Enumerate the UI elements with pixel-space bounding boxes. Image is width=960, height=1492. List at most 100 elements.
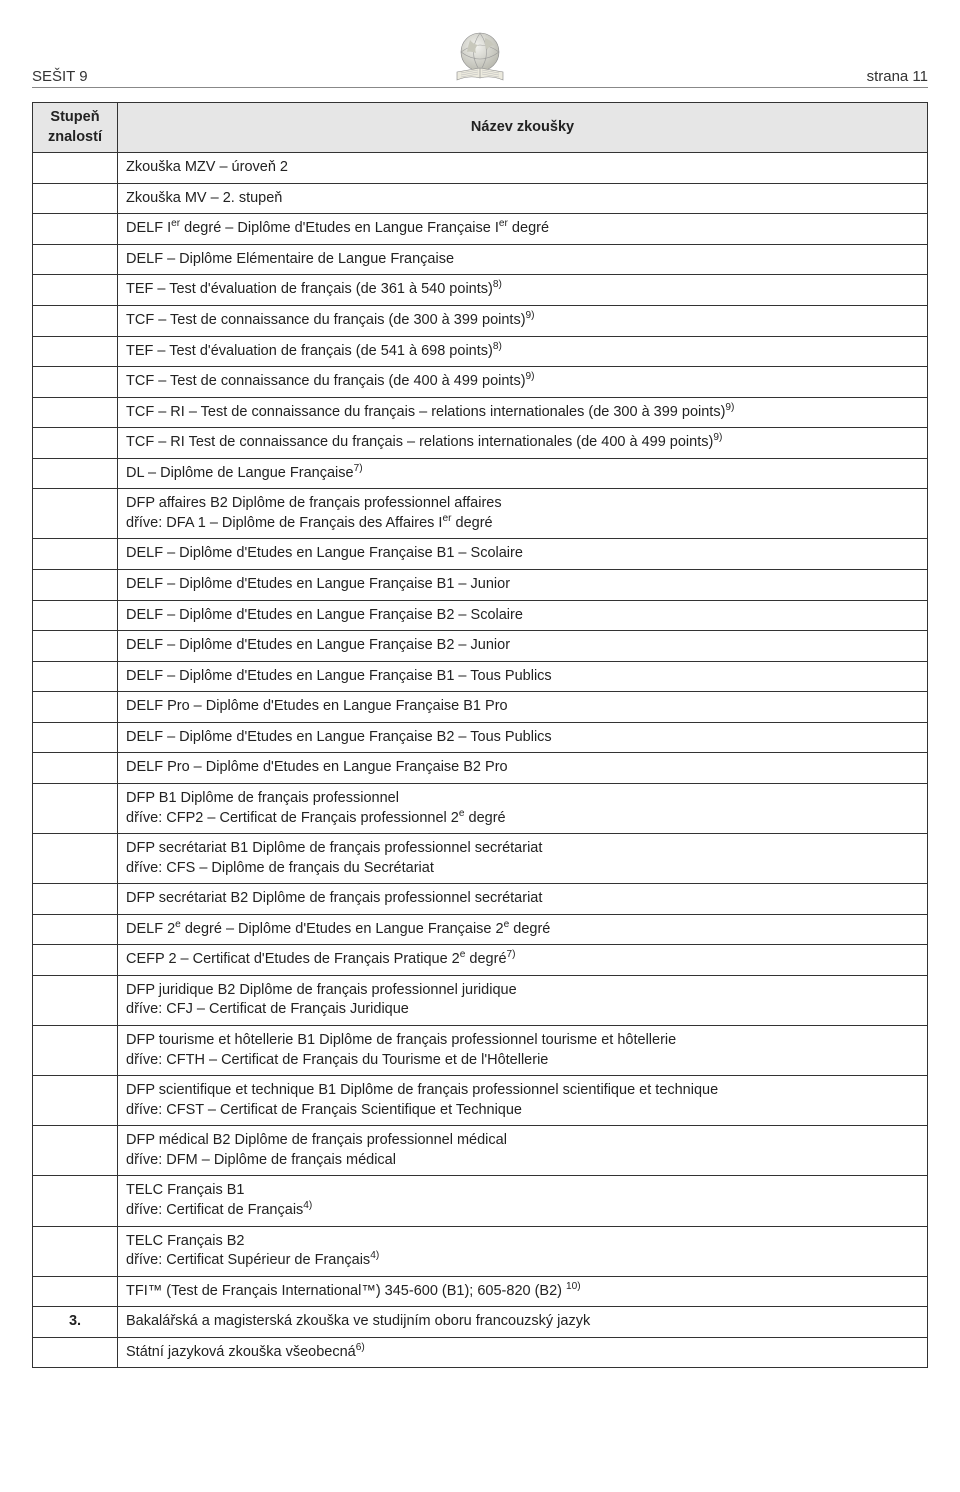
table-row: DFP affaires B2 Diplôme de français prof… — [33, 489, 928, 539]
table-row: TCF – RI – Test de connaissance du franç… — [33, 397, 928, 428]
col-header-level: Stupeň znalostí — [33, 103, 118, 153]
table-row: 3.Bakalářská a magisterská zkouška ve st… — [33, 1307, 928, 1338]
exam-name-cell: TCF – RI – Test de connaissance du franç… — [118, 397, 928, 428]
exam-name-cell: TELC Français B2dříve: Certificat Supéri… — [118, 1226, 928, 1276]
level-cell — [33, 367, 118, 398]
exam-name-cell: DELF – Diplôme Elémentaire de Langue Fra… — [118, 244, 928, 275]
level-cell — [33, 1176, 118, 1226]
level-cell — [33, 914, 118, 945]
table-row: DFP secrétariat B1 Diplôme de français p… — [33, 834, 928, 884]
exam-name-cell: Bakalářská a magisterská zkouška ve stud… — [118, 1307, 928, 1338]
exam-name-cell: DELF Ier degré – Diplôme d'Etudes en Lan… — [118, 214, 928, 245]
table-row: DELF – Diplôme Elémentaire de Langue Fra… — [33, 244, 928, 275]
table-row: Zkouška MZV – úroveň 2 — [33, 153, 928, 184]
table-row: DELF – Diplôme d'Etudes en Langue França… — [33, 722, 928, 753]
table-row: DELF Pro – Diplôme d'Etudes en Langue Fr… — [33, 692, 928, 723]
table-row: DELF – Diplôme d'Etudes en Langue França… — [33, 570, 928, 601]
exam-name-cell: DFP secrétariat B1 Diplôme de français p… — [118, 834, 928, 884]
level-cell — [33, 1026, 118, 1076]
level-cell — [33, 275, 118, 306]
table-row: DFP scientifique et technique B1 Diplôme… — [33, 1076, 928, 1126]
level-cell — [33, 428, 118, 459]
level-cell — [33, 783, 118, 833]
level-cell — [33, 153, 118, 184]
exam-name-cell: TEF – Test d'évaluation de français (de … — [118, 275, 928, 306]
level-cell — [33, 600, 118, 631]
level-cell — [33, 661, 118, 692]
exam-name-cell: DFP secrétariat B2 Diplôme de français p… — [118, 884, 928, 915]
exam-name-cell: DELF – Diplôme d'Etudes en Langue França… — [118, 600, 928, 631]
exam-name-cell: TCF – RI Test de connaissance du françai… — [118, 428, 928, 459]
globe-book-icon — [445, 28, 515, 91]
level-cell — [33, 539, 118, 570]
level-cell — [33, 884, 118, 915]
table-row: DFP juridique B2 Diplôme de français pro… — [33, 975, 928, 1025]
exam-name-cell: DELF Pro – Diplôme d'Etudes en Langue Fr… — [118, 753, 928, 784]
table-row: CEFP 2 – Certificat d'Etudes de Français… — [33, 945, 928, 976]
table-row: DL – Diplôme de Langue Française7) — [33, 458, 928, 489]
table-row: TEF – Test d'évaluation de français (de … — [33, 275, 928, 306]
exam-name-cell: DFP B1 Diplôme de français professionnel… — [118, 783, 928, 833]
level-cell — [33, 975, 118, 1025]
table-row: TCF – Test de connaissance du français (… — [33, 367, 928, 398]
level-cell — [33, 397, 118, 428]
table-row: TELC Français B2dříve: Certificat Supéri… — [33, 1226, 928, 1276]
level-cell — [33, 1076, 118, 1126]
level-cell: 3. — [33, 1307, 118, 1338]
level-cell — [33, 458, 118, 489]
exam-name-cell: DFP juridique B2 Diplôme de français pro… — [118, 975, 928, 1025]
level-cell — [33, 692, 118, 723]
level-cell — [33, 631, 118, 662]
exam-name-cell: DELF – Diplôme d'Etudes en Langue França… — [118, 631, 928, 662]
table-row: Státní jazyková zkouška všeobecná6) — [33, 1337, 928, 1368]
exam-name-cell: DFP scientifique et technique B1 Diplôme… — [118, 1076, 928, 1126]
table-header-row: Stupeň znalostí Název zkoušky — [33, 103, 928, 153]
table-row: DFP secrétariat B2 Diplôme de français p… — [33, 884, 928, 915]
table-row: DELF – Diplôme d'Etudes en Langue França… — [33, 661, 928, 692]
table-row: TEF – Test d'évaluation de français (de … — [33, 336, 928, 367]
level-cell — [33, 305, 118, 336]
exam-table: Stupeň znalostí Název zkoušky Zkouška MZ… — [32, 102, 928, 1368]
exam-name-cell: DL – Diplôme de Langue Française7) — [118, 458, 928, 489]
level-cell — [33, 1126, 118, 1176]
exam-name-cell: DFP médical B2 Diplôme de français profe… — [118, 1126, 928, 1176]
header-left: SEŠIT 9 — [32, 68, 88, 85]
level-cell — [33, 183, 118, 214]
table-row: DFP B1 Diplôme de français professionnel… — [33, 783, 928, 833]
table-row: DELF Pro – Diplôme d'Etudes en Langue Fr… — [33, 753, 928, 784]
level-cell — [33, 1337, 118, 1368]
exam-name-cell: DELF – Diplôme d'Etudes en Langue França… — [118, 661, 928, 692]
table-row: DELF – Diplôme d'Etudes en Langue França… — [33, 631, 928, 662]
level-cell — [33, 834, 118, 884]
exam-name-cell: DELF 2e degré – Diplôme d'Etudes en Lang… — [118, 914, 928, 945]
exam-name-cell: DFP tourisme et hôtellerie B1 Diplôme de… — [118, 1026, 928, 1076]
level-cell — [33, 570, 118, 601]
level-cell — [33, 1226, 118, 1276]
table-row: DELF 2e degré – Diplôme d'Etudes en Lang… — [33, 914, 928, 945]
table-row: DELF Ier degré – Diplôme d'Etudes en Lan… — [33, 214, 928, 245]
level-cell — [33, 722, 118, 753]
table-row: DFP médical B2 Diplôme de français profe… — [33, 1126, 928, 1176]
header-right: strana 11 — [867, 68, 928, 85]
exam-name-cell: DELF Pro – Diplôme d'Etudes en Langue Fr… — [118, 692, 928, 723]
exam-name-cell: TELC Français B1dříve: Certificat de Fra… — [118, 1176, 928, 1226]
exam-name-cell: DELF – Diplôme d'Etudes en Langue França… — [118, 539, 928, 570]
table-row: DFP tourisme et hôtellerie B1 Diplôme de… — [33, 1026, 928, 1076]
exam-name-cell: Státní jazyková zkouška všeobecná6) — [118, 1337, 928, 1368]
exam-name-cell: TCF – Test de connaissance du français (… — [118, 305, 928, 336]
level-cell — [33, 945, 118, 976]
col-header-name: Název zkoušky — [118, 103, 928, 153]
exam-name-cell: TEF – Test d'évaluation de français (de … — [118, 336, 928, 367]
table-row: TELC Français B1dříve: Certificat de Fra… — [33, 1176, 928, 1226]
exam-name-cell: TCF – Test de connaissance du français (… — [118, 367, 928, 398]
level-cell — [33, 1276, 118, 1307]
level-cell — [33, 214, 118, 245]
exam-name-cell: Zkouška MZV – úroveň 2 — [118, 153, 928, 184]
exam-name-cell: TFI™ (Test de Français International™) 3… — [118, 1276, 928, 1307]
table-row: DELF – Diplôme d'Etudes en Langue França… — [33, 539, 928, 570]
table-row: TCF – RI Test de connaissance du françai… — [33, 428, 928, 459]
exam-name-cell: DELF – Diplôme d'Etudes en Langue França… — [118, 722, 928, 753]
level-cell — [33, 336, 118, 367]
exam-name-cell: Zkouška MV – 2. stupeň — [118, 183, 928, 214]
table-row: TCF – Test de connaissance du français (… — [33, 305, 928, 336]
